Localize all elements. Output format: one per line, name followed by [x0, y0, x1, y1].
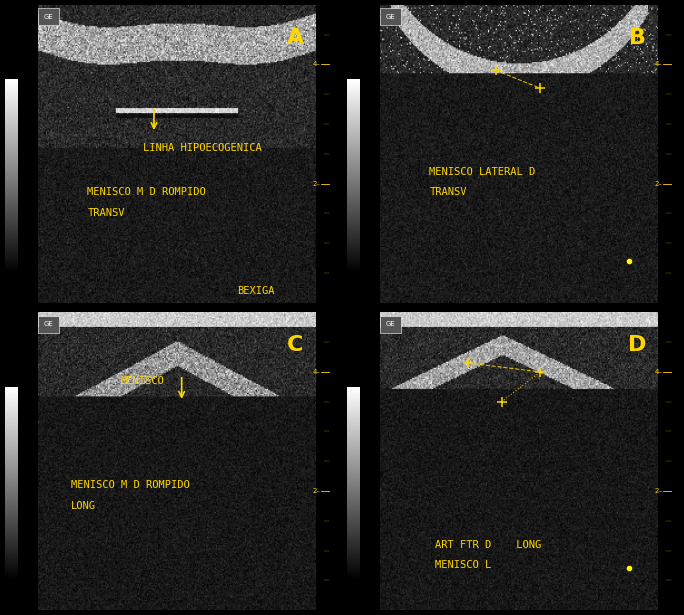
Text: MENISCO L: MENISCO L: [435, 560, 491, 571]
Text: 4–: 4–: [313, 369, 321, 375]
Text: TRANSV: TRANSV: [430, 188, 467, 197]
Text: TRANSV: TRANSV: [88, 208, 125, 218]
Text: GE: GE: [386, 321, 395, 327]
Text: B: B: [629, 28, 646, 48]
Text: C: C: [287, 335, 304, 355]
Text: 2–: 2–: [655, 181, 663, 186]
Text: LONG: LONG: [71, 501, 96, 511]
Text: MENISCO M D ROMPIDO: MENISCO M D ROMPIDO: [88, 188, 207, 197]
Text: 2–: 2–: [655, 488, 663, 494]
Text: GE: GE: [44, 321, 53, 327]
Text: ART FTR D    LONG: ART FTR D LONG: [435, 539, 541, 550]
Text: GE: GE: [386, 14, 395, 20]
Text: A: A: [287, 28, 304, 48]
Text: 4–: 4–: [655, 62, 663, 68]
Text: 2–: 2–: [313, 488, 321, 494]
Text: MENISCO: MENISCO: [120, 376, 164, 386]
Text: BEXIGA: BEXIGA: [237, 286, 274, 296]
Text: 4–: 4–: [655, 369, 663, 375]
Text: D: D: [628, 335, 646, 355]
Text: LINHA HIPOECOGENICA: LINHA HIPOECOGENICA: [143, 143, 262, 153]
Text: MENISCO LATERAL D: MENISCO LATERAL D: [430, 167, 536, 177]
Text: 4–: 4–: [313, 62, 321, 68]
Text: GE: GE: [44, 14, 53, 20]
Text: MENISCO M D ROMPIDO: MENISCO M D ROMPIDO: [71, 480, 189, 490]
Text: 2–: 2–: [313, 181, 321, 186]
